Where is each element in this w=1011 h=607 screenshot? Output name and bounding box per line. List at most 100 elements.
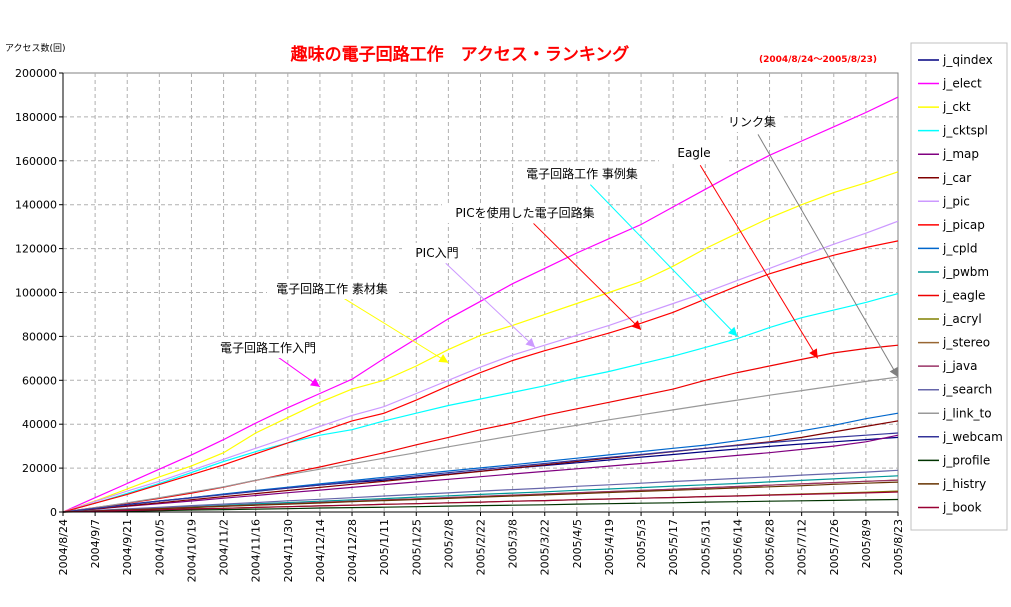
series-line-j_link_to (62, 376, 899, 513)
legend: j_qindex j_elect j_ckt j_cktspl j_map j_car j_… (910, 42, 1008, 531)
legend-label-j_elect: j_elect (942, 77, 982, 91)
x-tick-label: 2005/6/28 (764, 519, 777, 575)
legend-label-j_book: j_book (942, 500, 982, 514)
annotation-box (215, 338, 321, 358)
x-tick-label: 2004/11/2 (218, 519, 231, 575)
annotation-arrow-head (889, 366, 898, 378)
annotation-arrow-head (809, 348, 818, 359)
series-line-j_map (62, 434, 899, 513)
y-axis-label: アクセス数(回) (5, 42, 66, 54)
x-tick-label: 2004/10/19 (185, 519, 198, 582)
y-tick-label: 200000 (15, 67, 57, 80)
x-tick-label: 2005/1/11 (378, 519, 391, 575)
y-tick-label: 20000 (22, 462, 57, 475)
legend-label-j_cktspl: j_cktspl (942, 124, 988, 138)
x-tick-label: 2005/1/25 (410, 519, 423, 575)
y-axis-ticks: 0 20000 40000 60000 80000 100000 120000 140000 1… (15, 67, 63, 519)
x-tick-label: 2005/4/19 (603, 519, 616, 575)
x-tick-label: 2005/7/26 (828, 519, 841, 575)
annotation-label: 電子回路工作入門 (220, 340, 316, 355)
annotation-arrow-line (341, 296, 449, 364)
annotation-box (517, 164, 647, 184)
series-line-j_search (62, 469, 899, 513)
y-tick-label: 180000 (15, 111, 57, 124)
y-tick-label: 0 (50, 506, 57, 519)
annotation-0: 電子回路工作入門 (215, 338, 321, 388)
x-tick-label: 2004/9/7 (89, 519, 102, 568)
legend-label-j_pwbm: j_pwbm (942, 265, 989, 279)
chart-title: 趣味の電子回路工作 アクセス・ランキング (290, 44, 630, 65)
legend-label-j_link_to: j_link_to (942, 406, 992, 420)
annotation-label: Eagle (677, 146, 710, 160)
x-tick-label: 2005/5/31 (699, 519, 712, 575)
x-tick-label: 2005/6/14 (731, 519, 744, 575)
x-tick-label: 2005/8/23 (892, 519, 905, 575)
annotation-3: PICを使用した電子回路集 (442, 203, 642, 331)
legend-label-j_qindex: j_qindex (942, 53, 993, 67)
x-tick-label: 2005/2/8 (442, 519, 455, 568)
x-tick-label: 2005/5/17 (667, 519, 680, 575)
series-line-j_eagle (62, 344, 899, 513)
x-tick-label: 2004/11/16 (250, 519, 263, 582)
legend-label-j_histry: j_histry (942, 477, 986, 491)
x-tick-label: 2004/12/28 (346, 519, 359, 582)
legend-label-j_search: j_search (942, 383, 992, 397)
annotation-arrow-line (533, 223, 642, 331)
y-tick-label: 120000 (15, 243, 57, 256)
annotations: 電子回路工作入門 電子回路工作 素材集 PIC入門 PICを使用した電子回路集 電子回路… (215, 112, 899, 388)
annotation-6: リンク集 (723, 112, 899, 378)
series-line-j_histry (62, 481, 899, 513)
annotation-box (723, 112, 781, 132)
x-tick-label: 2004/10/5 (153, 519, 166, 575)
annotation-arrow-line (757, 134, 899, 378)
series-line-j_book (62, 491, 899, 513)
annotation-box (659, 143, 729, 163)
annotation-arrow-line (445, 262, 536, 348)
legend-box (910, 42, 1008, 531)
y-tick-label: 40000 (22, 418, 57, 431)
annotation-arrow-head (631, 320, 642, 330)
annotation-box (442, 203, 608, 223)
legend-label-j_picap: j_picap (942, 218, 985, 232)
annotation-2: PIC入門 (402, 243, 536, 348)
legend-label-j_eagle: j_eagle (942, 289, 985, 303)
x-tick-label: 2005/2/22 (475, 519, 488, 575)
annotation-box (402, 243, 472, 263)
x-tick-label: 2005/8/9 (860, 519, 873, 568)
series-line-j_elect (62, 96, 899, 513)
legend-label-j_cpld: j_cpld (942, 241, 978, 255)
annotation-arrow-head (727, 326, 738, 337)
legend-label-j_stereo: j_stereo (942, 336, 990, 350)
x-tick-label: 2004/12/14 (314, 519, 327, 582)
series-line-j_profile (62, 498, 899, 513)
annotation-label: 電子回路工作 素材集 (276, 281, 388, 296)
annotation-1: 電子回路工作 素材集 (267, 279, 449, 364)
annotation-label: リンク集 (728, 114, 776, 129)
x-tick-label: 2004/8/24 (57, 519, 70, 575)
x-tick-label: 2005/3/8 (507, 519, 520, 568)
legend-label-j_ckt: j_ckt (942, 100, 971, 114)
annotation-box (267, 279, 397, 299)
annotation-arrow-line (589, 184, 738, 337)
legend-label-j_car: j_car (942, 171, 971, 185)
y-tick-label: 140000 (15, 199, 57, 212)
legend-label-j_map: j_map (942, 147, 979, 161)
x-tick-label: 2004/9/21 (121, 519, 134, 575)
series-line-j_webcam (62, 432, 899, 513)
annotation-arrow-head (438, 354, 449, 363)
y-tick-label: 60000 (22, 374, 57, 387)
annotation-label: 電子回路工作 事例集 (526, 166, 638, 181)
chart-subtitle: (2004/8/24～2005/8/23) (759, 55, 877, 65)
series-lines (62, 73, 899, 513)
annotation-5: Eagle (659, 143, 819, 359)
series-line-j_cktspl (62, 293, 899, 513)
annotation-label: PIC入門 (415, 246, 458, 260)
series-line-j_pic (62, 220, 899, 513)
legend-label-j_acryl: j_acryl (942, 312, 982, 326)
x-tick-label: 2005/7/12 (796, 519, 809, 575)
series-line-j_ckt (62, 171, 899, 513)
annotation-label: PICを使用した電子回路集 (455, 205, 594, 220)
x-tick-label: 2004/11/30 (282, 519, 295, 582)
y-tick-label: 100000 (15, 287, 57, 300)
series-line-j_car (62, 420, 899, 513)
